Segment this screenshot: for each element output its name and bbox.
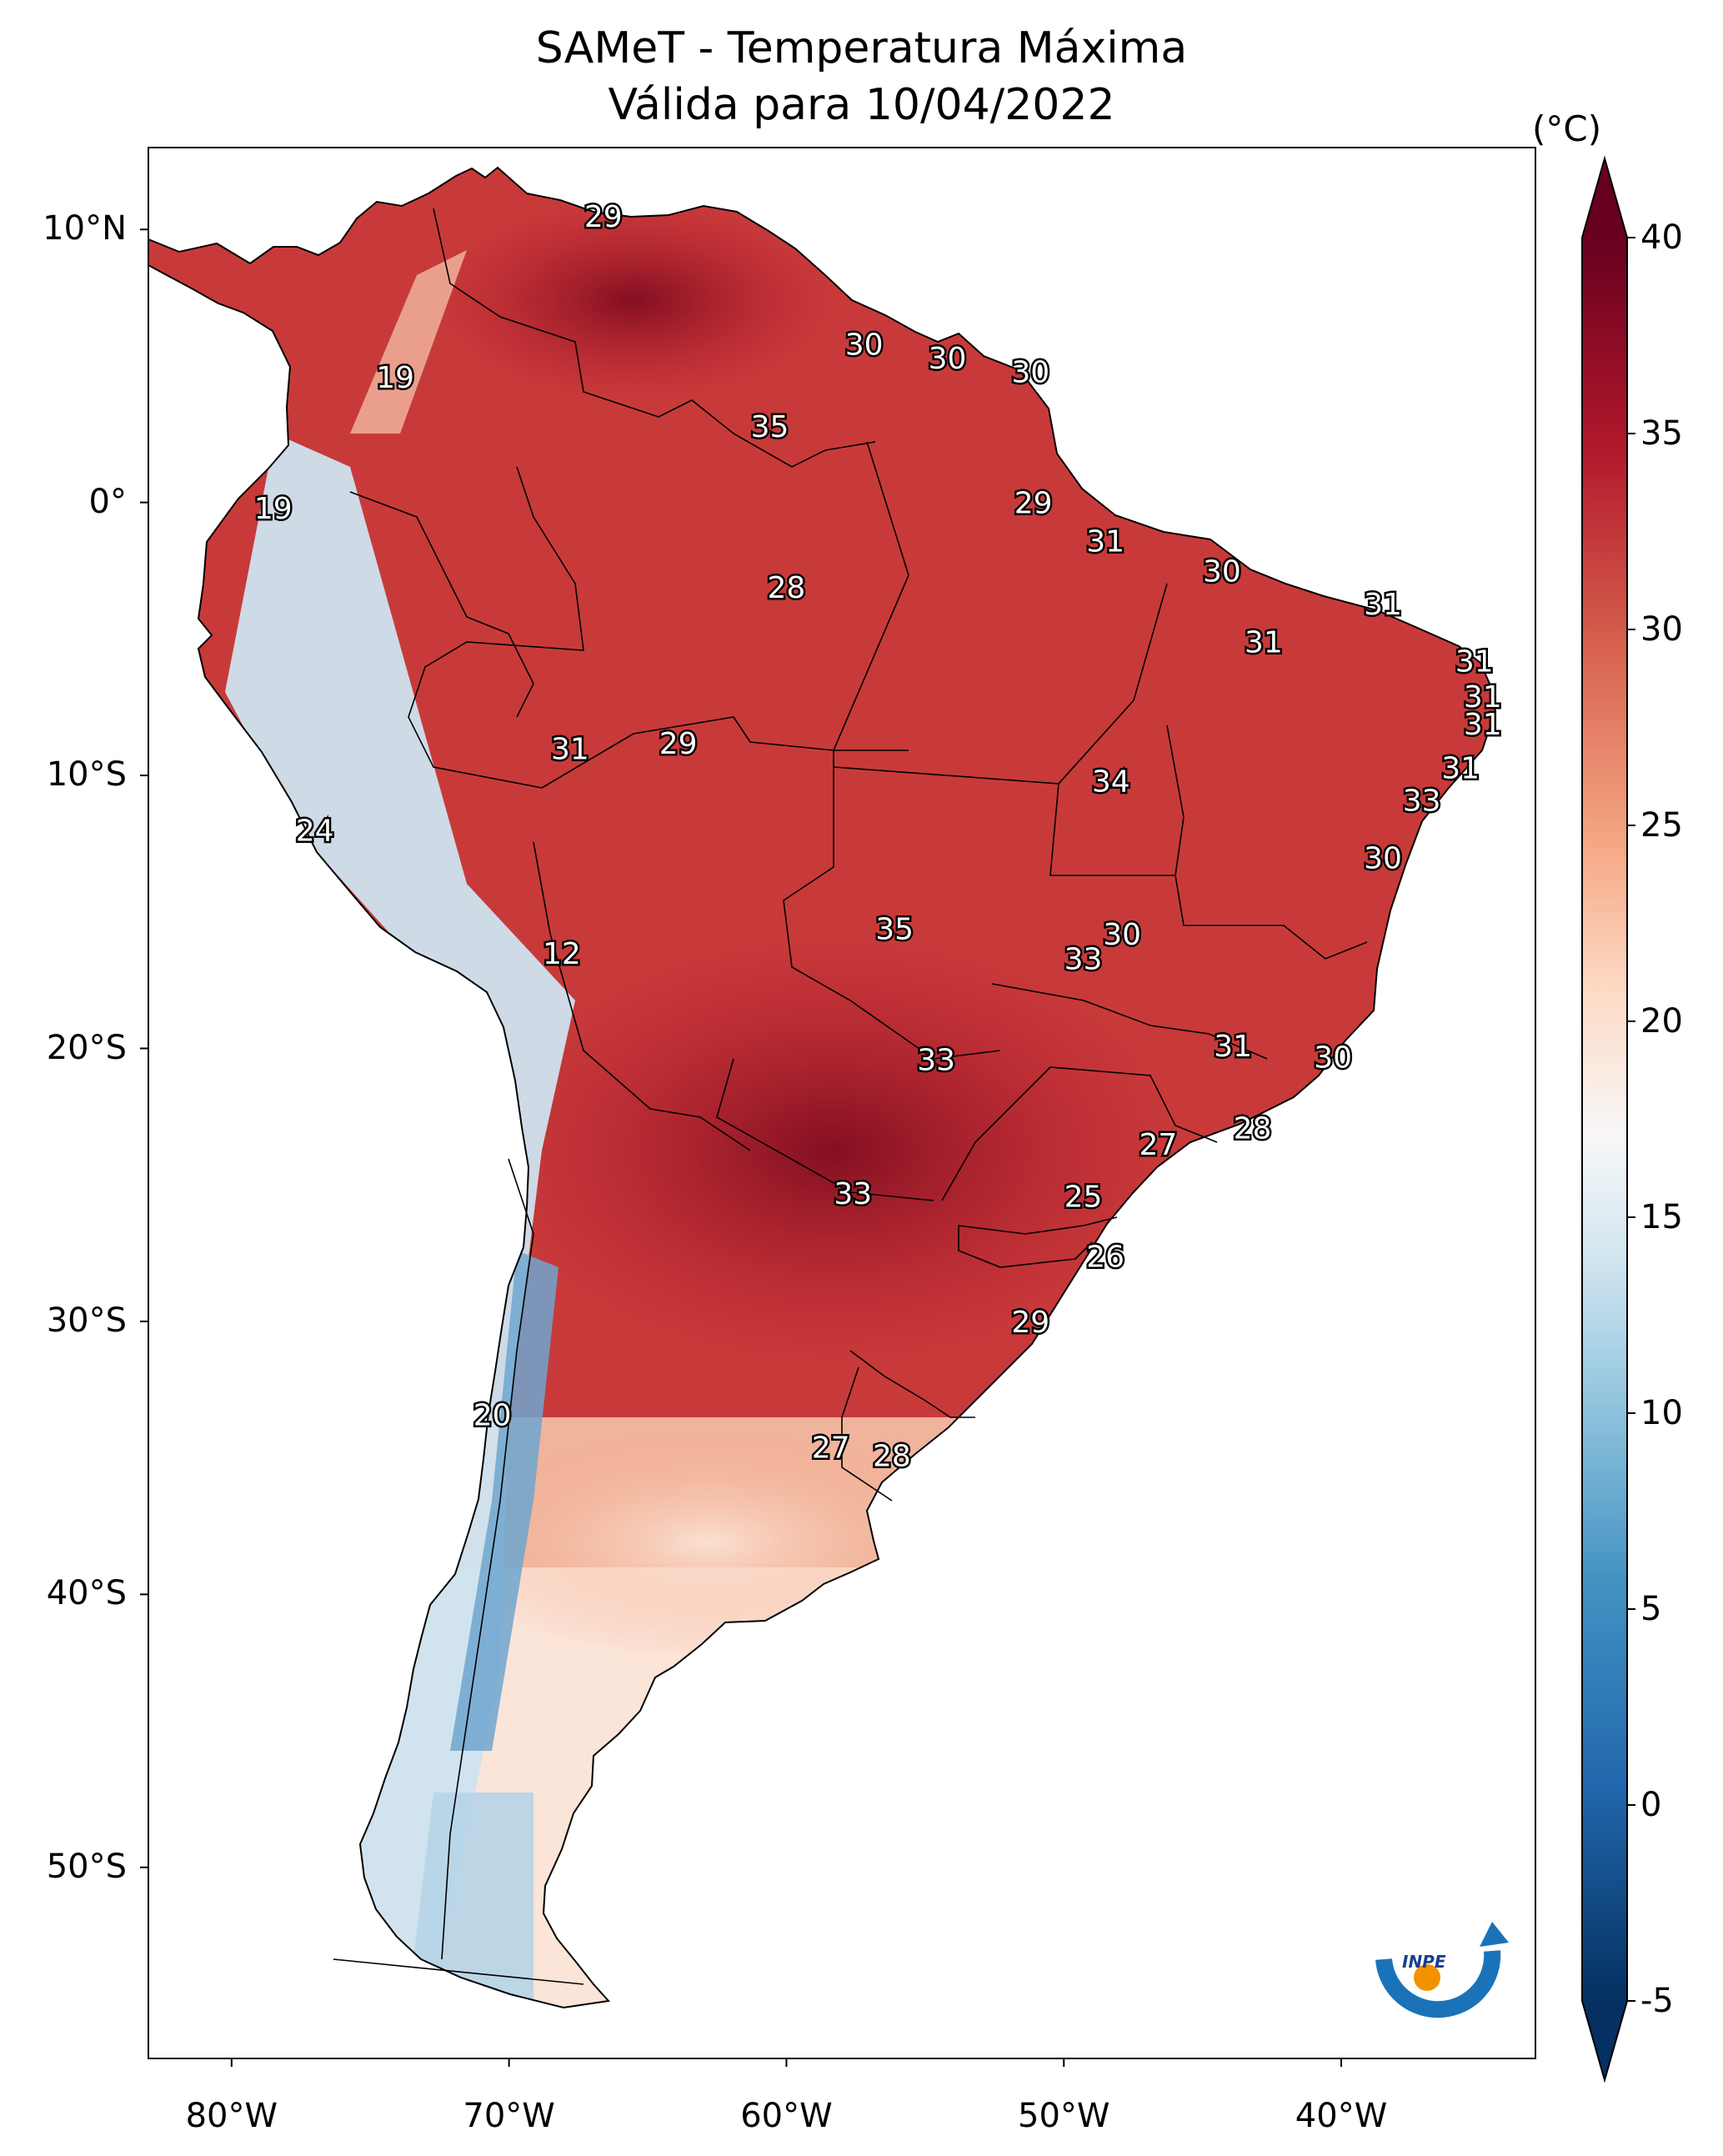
city-temp-label: 25 xyxy=(1064,1180,1103,1214)
city-temp-label: 33 xyxy=(834,1177,872,1211)
lat-label: 20°S xyxy=(46,1028,127,1067)
colorbar-tick-label: 10 xyxy=(1640,1394,1683,1432)
city-temp-label: 35 xyxy=(751,410,789,444)
city-temp-label: 34 xyxy=(1092,765,1130,800)
axis-ticks xyxy=(140,228,1343,2067)
city-temp-label: 29 xyxy=(1014,487,1053,521)
colorbar xyxy=(1581,155,1635,2083)
city-temp-label: 31 xyxy=(1245,626,1283,660)
lon-label: 40°W xyxy=(1295,2097,1388,2135)
city-temp-label: 26 xyxy=(1086,1240,1124,1274)
political-borders xyxy=(333,208,1368,1985)
city-temp-label: 30 xyxy=(1203,555,1241,589)
city-temp-label: 30 xyxy=(1103,918,1141,952)
lat-label: 50°S xyxy=(46,1847,127,1886)
city-temp-label: 29 xyxy=(1011,1306,1049,1340)
lat-label: 0° xyxy=(88,482,127,521)
city-temp-label: 29 xyxy=(659,727,698,761)
city-temp-label: 28 xyxy=(1234,1112,1272,1146)
city-temp-label: 27 xyxy=(1139,1128,1177,1162)
inpe-logo: INPE xyxy=(1375,1922,1509,2018)
city-temp-label: 28 xyxy=(767,571,805,605)
city-temp-label: 31 xyxy=(1464,680,1502,714)
lat-label: 10°N xyxy=(43,209,127,248)
city-temp-label: 20 xyxy=(473,1398,512,1432)
colorbar-tick-label: 20 xyxy=(1640,1002,1683,1040)
city-temp-label: 31 xyxy=(1086,525,1124,559)
colorbar-scale xyxy=(1582,238,1627,2001)
city-temp-label: 28 xyxy=(873,1439,911,1473)
colorbar-tick-label: 25 xyxy=(1640,806,1683,845)
lat-label: 40°S xyxy=(46,1574,127,1613)
map-subtitle: Válida para 10/04/2022 xyxy=(608,80,1115,130)
city-temp-label: 12 xyxy=(543,937,581,971)
lat-label: 30°S xyxy=(46,1301,127,1340)
city-temp-label: 33 xyxy=(917,1044,955,1078)
city-temp-label: 30 xyxy=(845,328,884,363)
colorbar-tick-label: -5 xyxy=(1640,1982,1674,2020)
city-temp-label: 31 xyxy=(1455,645,1494,679)
colorbar-tick-label: 0 xyxy=(1640,1786,1662,1824)
city-temp-label: 30 xyxy=(1011,356,1049,390)
colorbar-unit: (°C) xyxy=(1532,108,1602,149)
colorbar-tick-label: 30 xyxy=(1640,610,1683,649)
lat-label: 10°S xyxy=(46,755,127,795)
city-temp-label: 31 xyxy=(1364,588,1402,622)
lon-label: 80°W xyxy=(185,2097,278,2135)
colorbar-tick-label: 15 xyxy=(1640,1198,1683,1236)
city-temp-label: 30 xyxy=(929,342,967,376)
city-temp-label: 30 xyxy=(1364,841,1402,875)
city-temp-label: 19 xyxy=(376,361,414,395)
city-temp-label: 31 xyxy=(551,732,589,766)
colorbar-tick-label: 5 xyxy=(1640,1590,1662,1628)
colorbar-max-extension xyxy=(1582,158,1627,238)
city-temp-label: 19 xyxy=(254,492,293,526)
city-temp-label: 30 xyxy=(1314,1040,1352,1075)
city-temp-label: 24 xyxy=(296,815,334,849)
city-temp-label: 31 xyxy=(1214,1030,1252,1064)
city-temp-label: 35 xyxy=(875,912,914,946)
map-title: SAMeT - Temperatura Máxima xyxy=(535,23,1188,73)
colorbar-min-extension xyxy=(1582,2001,1627,2080)
colorbar-tick-label: 40 xyxy=(1640,218,1683,257)
city-temp-label: 33 xyxy=(1064,943,1103,977)
lon-label: 50°W xyxy=(1018,2097,1110,2135)
lon-label: 60°W xyxy=(740,2097,833,2135)
city-temp-label: 33 xyxy=(1403,785,1441,819)
lon-label: 70°W xyxy=(463,2097,555,2135)
city-temp-label: 29 xyxy=(584,200,623,234)
city-temp-label: 27 xyxy=(812,1431,850,1466)
inpe-logo-text: INPE xyxy=(1402,1952,1446,1972)
city-temp-label: 31 xyxy=(1441,751,1480,785)
city-temp-label: 31 xyxy=(1464,708,1502,742)
colorbar-tick-label: 35 xyxy=(1640,414,1683,453)
